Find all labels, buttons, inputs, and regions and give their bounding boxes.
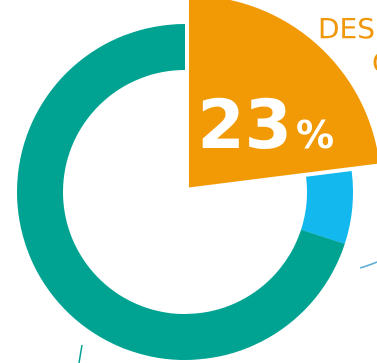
connector-line [359, 261, 377, 269]
corner-subtitle-fragment: C [372, 46, 377, 79]
donut-slice-2 [301, 170, 353, 244]
highlight-percent-value: 23 [197, 86, 292, 165]
donut-slice-1 [188, 0, 377, 188]
donut-slices [17, 0, 377, 360]
highlight-percent-unit: % [296, 113, 334, 157]
corner-title-fragment: DES [318, 12, 375, 45]
decor-tick [78, 344, 83, 363]
